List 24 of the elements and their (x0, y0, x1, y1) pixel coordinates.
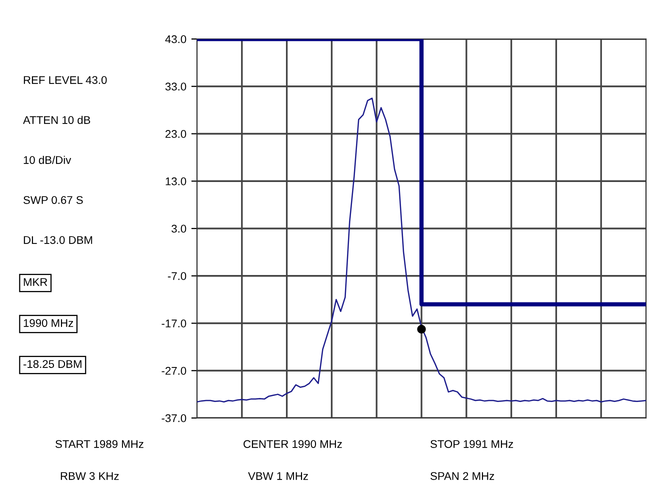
y-tick-label: 43.0 (165, 35, 186, 44)
y-tick-label: -7.0 (168, 272, 186, 280)
text: RBW 3 KHz (60, 472, 119, 480)
text: REF LEVEL 43.0 (24, 76, 107, 84)
y-tick-label: -37.0 (162, 414, 186, 422)
text: START 1989 MHz (56, 440, 144, 448)
y-tick-label: 33.0 (165, 82, 186, 91)
text: CENTER 1990 MHz (244, 440, 342, 448)
text: DL -13.0 DBM (24, 236, 92, 244)
y-tick-label: 23.0 (166, 130, 186, 138)
y-tick-label: -17.0 (162, 320, 186, 328)
text: 10 dB/Div (24, 156, 72, 164)
text: SPAN 2 MHz (430, 472, 494, 480)
text: VBW 1 MHz (248, 472, 308, 480)
y-tick-label: 13.0 (166, 177, 186, 186)
y-tick-label: 3.0 (172, 224, 186, 233)
text: STOP 1991 MHz (430, 440, 514, 448)
text: SWP 0.67 S (24, 196, 83, 204)
text: -18.25 DBM (23, 360, 82, 368)
text: ATTEN 10 dB (23, 116, 90, 124)
text: MKR (24, 278, 48, 286)
line-series (197, 98, 646, 403)
text: 1990 MHz (24, 319, 74, 327)
y-tick-label: -27.0 (162, 366, 186, 375)
